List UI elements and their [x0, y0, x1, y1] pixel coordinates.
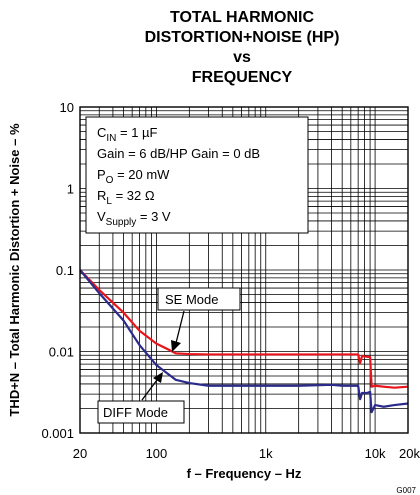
y-tick-label: 0.001 — [41, 426, 74, 441]
diff-mode-arrow — [141, 379, 158, 401]
condition-subscript: L — [106, 196, 112, 207]
condition-line: Gain = 6 dB/HP Gain = 0 dB — [97, 146, 260, 161]
x-tick-label: 1k — [259, 446, 273, 461]
condition-subscript: Supply — [106, 217, 137, 228]
x-tick-label: 10k — [365, 446, 386, 461]
conditions-text: CIN = 1 µF Gain = 6 dB/HP Gain = 0 dB PO =… — [97, 125, 260, 228]
series-layer — [79, 269, 409, 414]
annotation-layer: SE Mode DIFF Mode — [97, 287, 241, 424]
diff-mode-arrowhead — [153, 372, 163, 383]
condition-line: V — [97, 209, 106, 224]
se-mode-arrow — [175, 310, 185, 344]
diff-mode-label: DIFF Mode — [103, 405, 168, 420]
chart-title: TOTAL HARMONIC DISTORTION+NOISE (HP) vs … — [145, 9, 340, 86]
condition-subscript: IN — [106, 133, 116, 144]
condition-line: P — [97, 167, 106, 182]
x-tick-label: 100 — [146, 446, 168, 461]
se-mode-label: SE Mode — [165, 292, 218, 307]
chart-title-line: vs — [233, 49, 251, 66]
se-mode-arrowhead — [171, 340, 181, 352]
conditions-box — [85, 116, 309, 234]
plot-area — [79, 106, 409, 434]
x-tick-label: 20 — [73, 446, 87, 461]
condition-value: = 32 Ω — [112, 188, 155, 203]
condition-value: = 20 mW — [113, 167, 170, 182]
y-axis-label: THD+N – Total Harmonic Distortion + Nois… — [7, 123, 22, 416]
y-tick-label: 0.01 — [49, 345, 74, 360]
chart-title-line: FREQUENCY — [192, 69, 293, 86]
y-tick-label: 10 — [60, 100, 74, 115]
chart-title-line: DISTORTION+NOISE (HP) — [145, 29, 340, 46]
se-mode-label-box — [157, 287, 241, 311]
series-line-se-mode — [79, 269, 409, 389]
tick-labels: 20 100 1k 10k 20k 0.001 0.01 0.1 1 10 — [41, 100, 420, 461]
condition-value: = 1 µF — [116, 125, 157, 140]
x-axis-label: f – Frequency – Hz — [187, 466, 302, 481]
series-line-diff-mode — [79, 269, 409, 414]
y-tick-label: 0.1 — [56, 263, 74, 278]
chart-title-line: TOTAL HARMONIC — [170, 9, 314, 26]
condition-line: C — [97, 125, 106, 140]
condition-line: R — [97, 188, 106, 203]
condition-value: = 3 V — [136, 209, 171, 224]
condition-subscript: O — [106, 175, 114, 186]
figure-code: G007 — [396, 486, 416, 495]
y-tick-label: 1 — [67, 182, 74, 197]
diff-mode-label-box — [97, 400, 185, 424]
x-tick-label: 20k — [399, 446, 420, 461]
